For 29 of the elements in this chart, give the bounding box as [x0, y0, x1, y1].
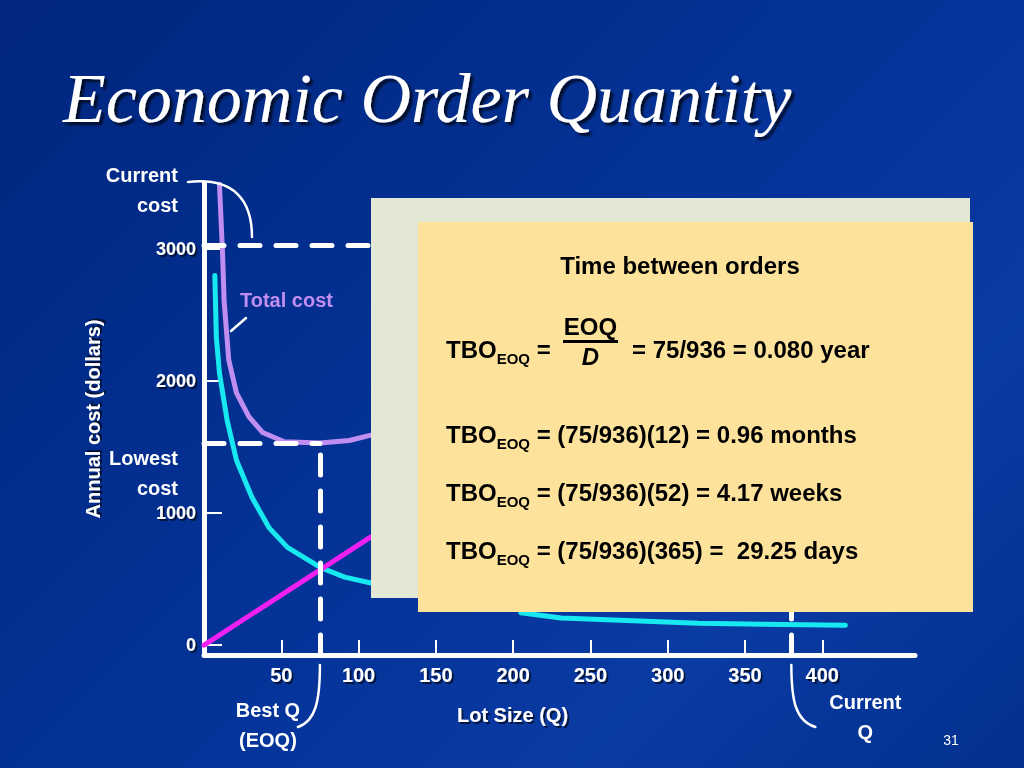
x-tick-label: 300 — [651, 664, 685, 686]
annotation: TBO$_{EOQ}$ = (75/936)(52) = 4.17 weeks — [446, 479, 843, 510]
annotation: TBO$_{EOQ}$ = (75/936)(12) = 0.96 months — [446, 421, 857, 452]
x-tick-label: 100 — [341, 664, 376, 686]
ref-line-label: Best Q (EOQ) — [235, 699, 301, 751]
annotation: TBO$_{EOQ}$ = (75/936)(365) = 29.25 days — [446, 537, 859, 568]
x-tick-label: 50 — [270, 664, 293, 686]
x-tick-label: 250 — [573, 664, 608, 686]
annotation: TBO$_{EOQ}$ = — [446, 335, 551, 367]
chart-title: Economic Order Quantity — [62, 59, 793, 137]
ref-line-label: Current cost — [105, 164, 179, 217]
x-tick-label: 350 — [728, 664, 762, 686]
ref-line-label: Current Q — [829, 691, 902, 743]
x-axis-title: Lot Size (Q) — [456, 704, 569, 726]
y-tick-label: 0 — [185, 635, 196, 656]
y-tick-label: 1000 — [155, 503, 196, 524]
text: Time between orders — [559, 252, 801, 280]
x-tick-label: 150 — [419, 664, 453, 686]
ref-line-label: Lowest cost — [109, 447, 179, 500]
x-tick-label: 400 — [805, 664, 839, 686]
y-axis-title: Annual cost (dollars) — [82, 319, 104, 519]
x-tick-label: 200 — [496, 664, 530, 686]
y-tick-label: 2000 — [155, 371, 196, 392]
annotation: = 75/936 = 0.080 year — [632, 335, 870, 364]
series-label: Total cost — [240, 289, 334, 311]
text: 31 — [943, 732, 959, 748]
annotation: EOQ — [562, 313, 619, 343]
annotation: D — [581, 343, 600, 371]
y-tick-label: 3000 — [155, 239, 196, 260]
